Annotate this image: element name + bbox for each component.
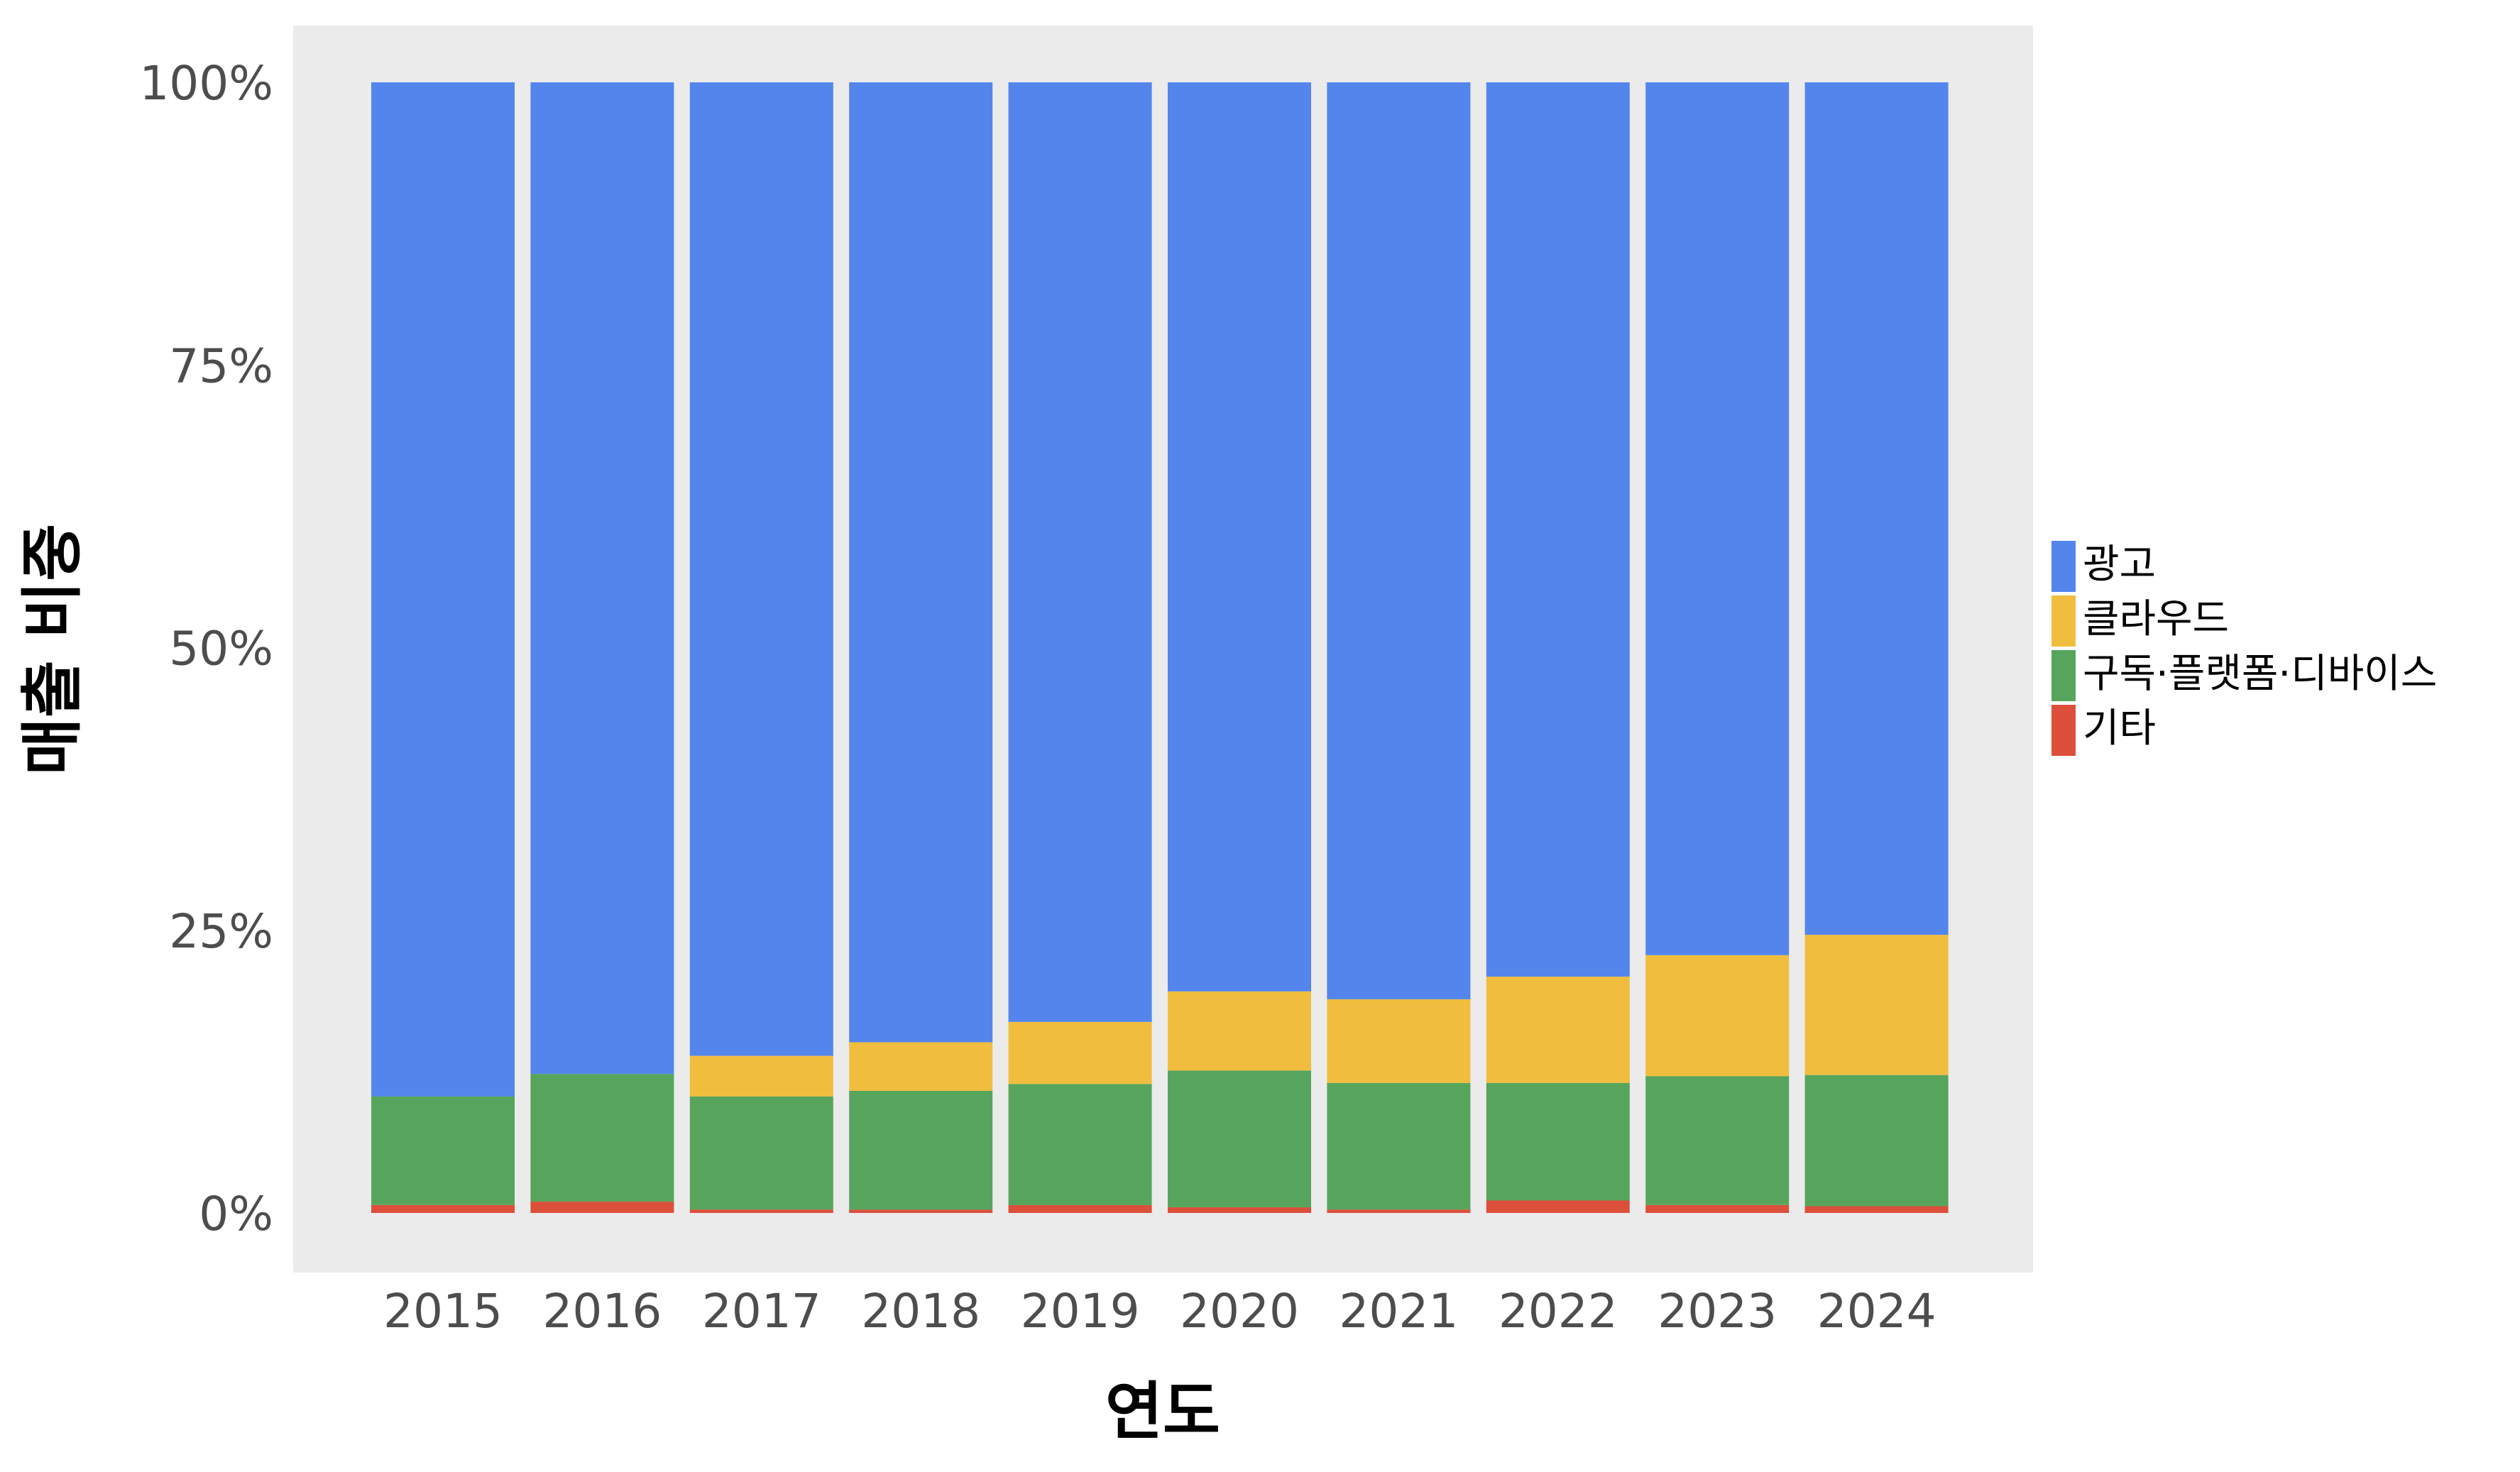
x-tick-label: 2018	[861, 1284, 980, 1339]
bar-segment	[530, 82, 674, 1075]
bar-segment	[1327, 82, 1471, 999]
bar-segment	[1804, 1206, 1949, 1213]
bar-segment	[371, 1096, 515, 1205]
bar-segment	[1168, 82, 1311, 992]
bar-segment	[689, 1096, 833, 1210]
legend-label: 클라우드	[2083, 596, 2229, 642]
bar-segment	[1008, 1204, 1152, 1213]
y-tick-label: 0%	[199, 1187, 273, 1241]
bar-segment	[1486, 1200, 1630, 1213]
legend-label: 기타	[2083, 705, 2156, 752]
bar-segment	[1008, 82, 1152, 1022]
bar-segment	[1486, 82, 1630, 977]
x-tick-label: 2024	[1817, 1284, 1936, 1339]
bar-segment	[1804, 82, 1949, 935]
x-tick-label: 2022	[1499, 1284, 1618, 1339]
bar-segment	[1486, 1082, 1630, 1201]
legend-key	[2051, 595, 2076, 647]
bar-segment	[689, 1209, 833, 1213]
bar-segment	[1486, 977, 1630, 1083]
bar-segment	[1008, 1021, 1152, 1084]
bar-segment	[1327, 1209, 1471, 1213]
bar-segment	[1327, 1082, 1471, 1210]
x-axis-ticks: 2015 2016 2017 2018 2019 2020 2021 2022 2023 2024	[383, 1284, 1936, 1339]
y-tick-label: 50%	[169, 622, 273, 676]
bar-segment	[1645, 955, 1790, 1077]
x-tick-label: 2016	[542, 1284, 662, 1339]
bar-segment	[1645, 1076, 1790, 1205]
x-tick-label: 2020	[1180, 1284, 1299, 1339]
x-tick-label: 2021	[1339, 1284, 1458, 1339]
bar-segment	[371, 82, 515, 1097]
bar-segment	[689, 1055, 833, 1097]
legend-label: 구독·플랫폼·디바이스	[2083, 651, 2437, 697]
x-tick-label: 2023	[1658, 1284, 1777, 1339]
bar-segment	[849, 1209, 993, 1213]
bar-segment	[849, 82, 993, 1043]
bar-segment	[1008, 1084, 1152, 1205]
bar-segment	[689, 82, 833, 1056]
bar-segment	[1168, 991, 1311, 1071]
bar-segment	[530, 1202, 674, 1213]
legend-label: 광고	[2083, 542, 2156, 588]
legend-key	[2051, 650, 2076, 701]
bar-segment	[1168, 1070, 1311, 1208]
bar-segment	[1645, 1204, 1790, 1213]
bar-segment	[1645, 82, 1790, 955]
bar-segment	[849, 1042, 993, 1091]
y-tick-label: 100%	[139, 56, 273, 111]
bar-segment	[530, 1074, 674, 1202]
y-tick-label: 25%	[169, 904, 273, 959]
y-axis-ticks: 0% 25% 50% 75% 100%	[139, 56, 273, 1241]
legend-key	[2051, 705, 2076, 756]
y-tick-label: 75%	[169, 339, 273, 393]
legend-key	[2051, 541, 2076, 592]
x-tick-label: 2015	[383, 1284, 503, 1339]
x-tick-label: 2019	[1021, 1284, 1140, 1339]
y-axis-title: 매출 비중	[16, 524, 89, 775]
bar-segment	[1327, 999, 1471, 1083]
bar-segment	[371, 1204, 515, 1213]
bar-segment	[1804, 1075, 1949, 1207]
bar-segment	[849, 1091, 993, 1210]
x-axis-title: 연도	[1105, 1375, 1220, 1448]
bars-layer	[371, 82, 1949, 1213]
bar-segment	[1168, 1207, 1311, 1213]
bar-segment	[1804, 935, 1949, 1075]
x-tick-label: 2017	[702, 1284, 821, 1339]
